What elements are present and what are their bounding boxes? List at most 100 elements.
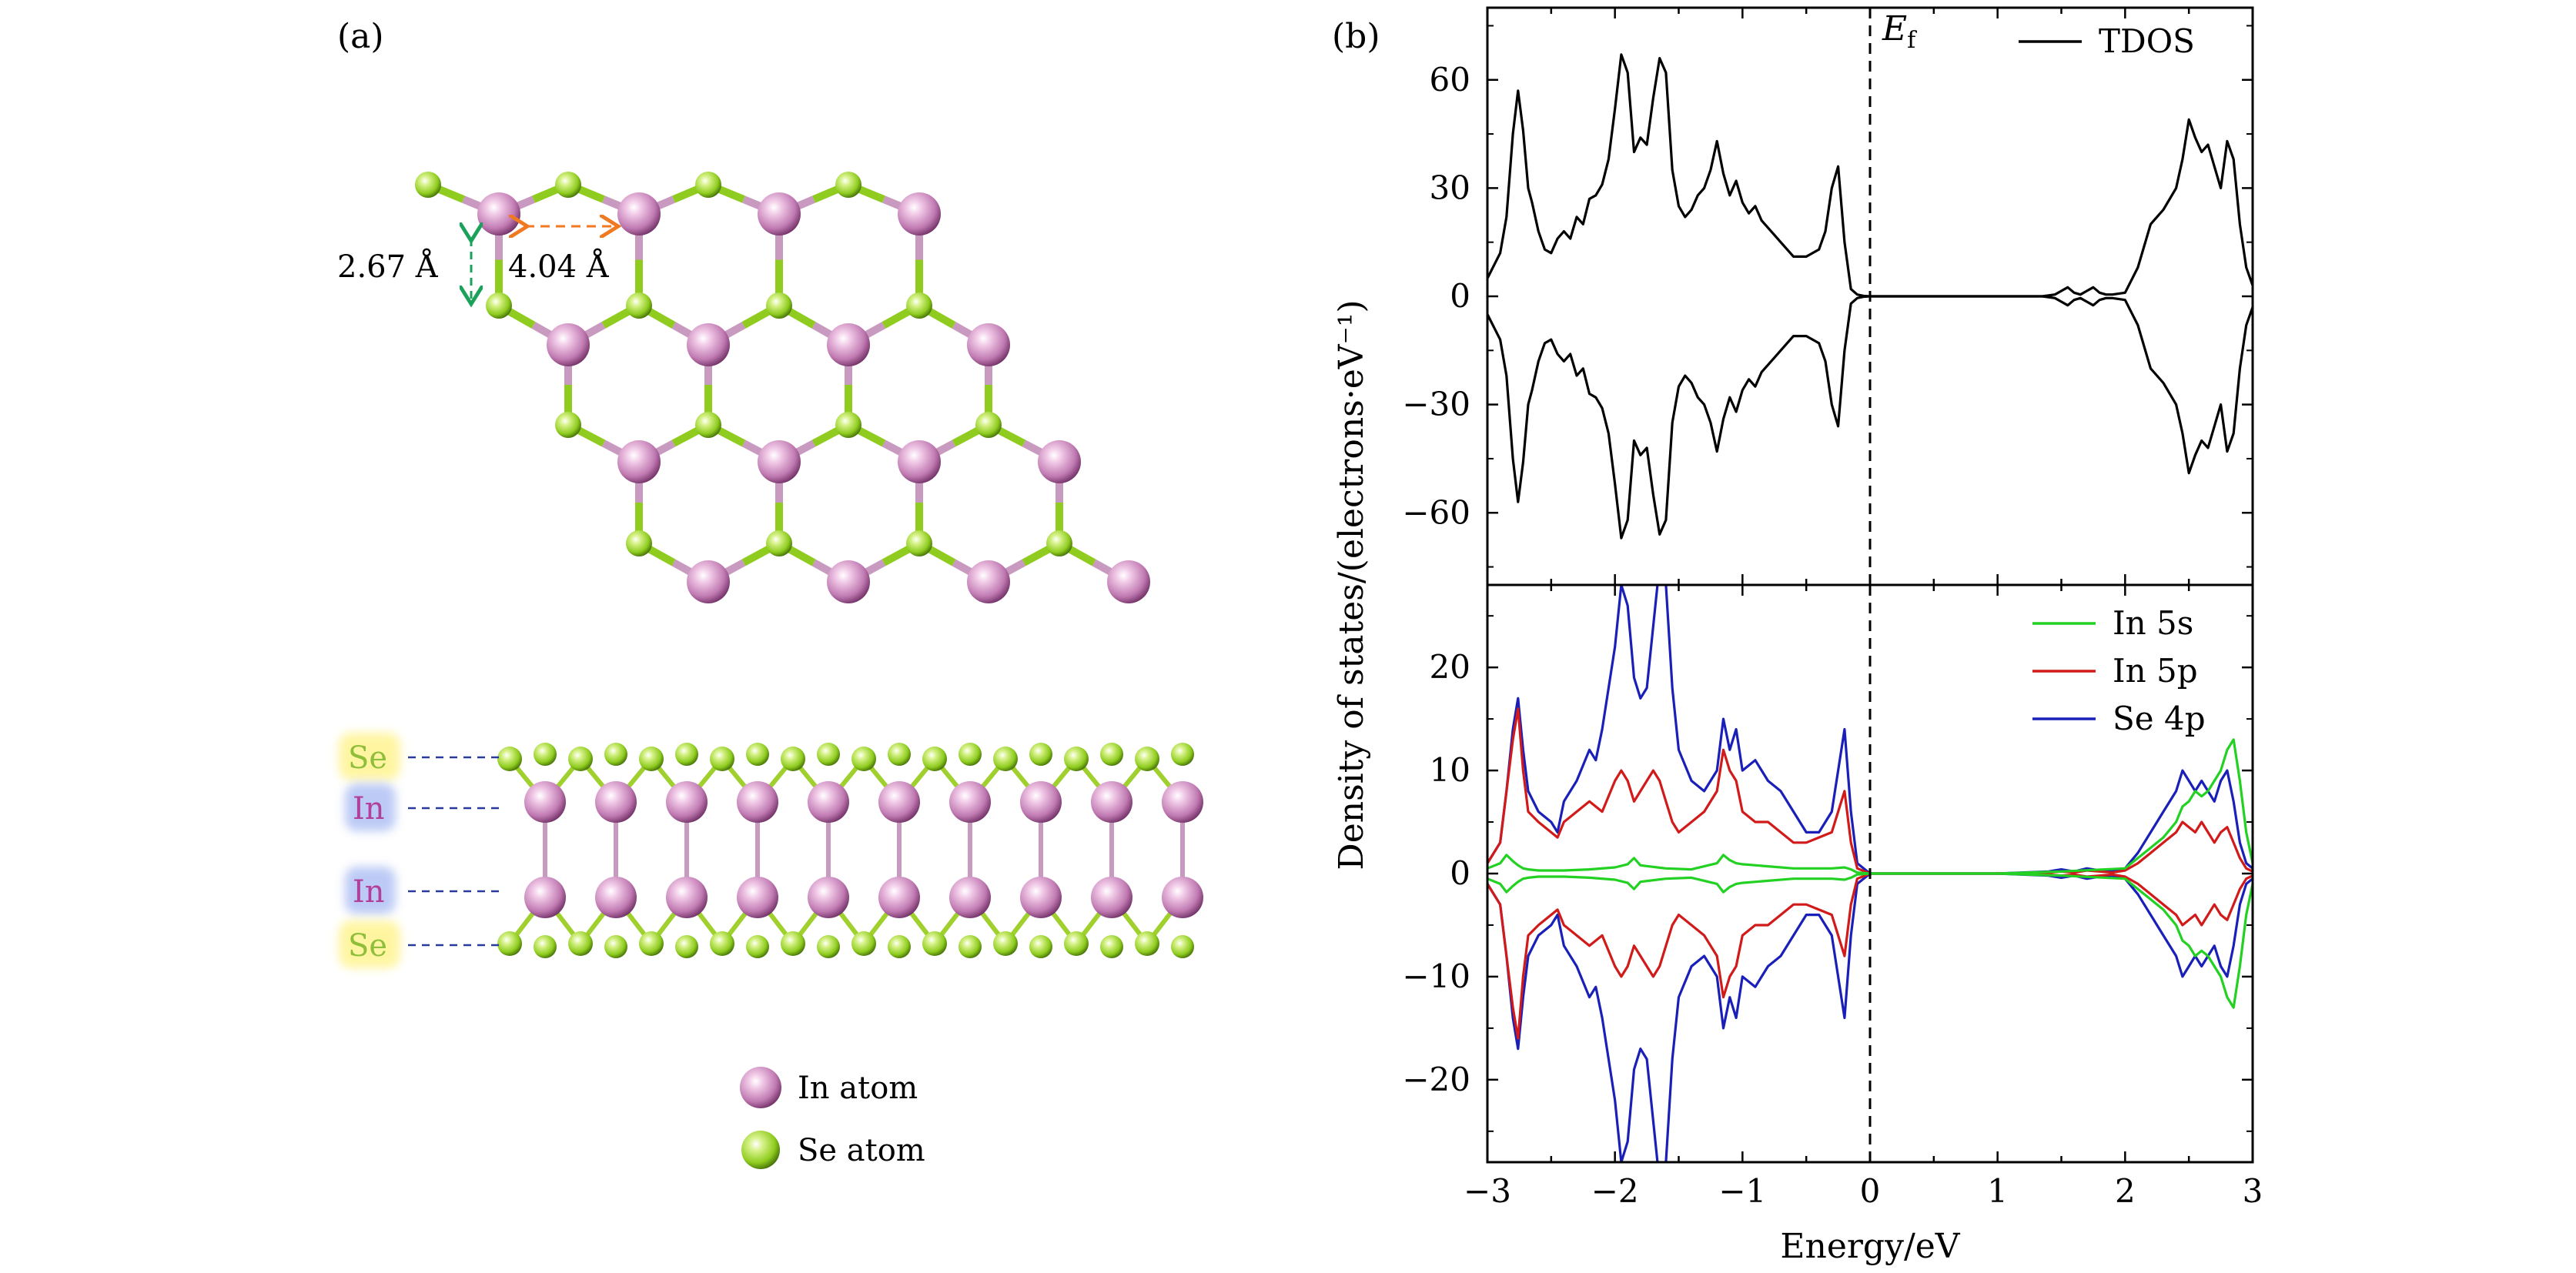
pdos-series bbox=[1487, 585, 2253, 1162]
in-atom bbox=[1162, 781, 1203, 823]
se-atom bbox=[1171, 743, 1194, 766]
se-atom bbox=[1135, 931, 1159, 956]
se-atom bbox=[695, 412, 721, 438]
se-atom bbox=[568, 931, 593, 956]
in-atom bbox=[898, 192, 941, 236]
se-atom bbox=[817, 743, 840, 766]
se-atom bbox=[497, 747, 522, 771]
y-tick-label: −20 bbox=[1402, 1061, 1470, 1098]
se-atom bbox=[568, 747, 593, 771]
in-atom bbox=[1107, 560, 1150, 603]
se-atom bbox=[906, 292, 932, 319]
se-atom bbox=[1100, 743, 1123, 766]
in-atom bbox=[1038, 440, 1081, 483]
se-atom bbox=[922, 931, 947, 956]
se-atom bbox=[1171, 935, 1194, 958]
tdos-series bbox=[1487, 53, 2253, 540]
se-atom bbox=[1064, 931, 1089, 956]
top-view-atoms bbox=[415, 172, 1150, 603]
in-atom bbox=[1020, 877, 1062, 918]
in-atom bbox=[808, 877, 849, 918]
in-atom bbox=[666, 877, 708, 918]
layer-label-bg bbox=[339, 733, 400, 780]
se-atom bbox=[415, 172, 441, 198]
se-atom bbox=[695, 172, 721, 198]
x-tick-label: −2 bbox=[1591, 1172, 1639, 1210]
se-atom bbox=[958, 743, 982, 766]
se-atom bbox=[975, 412, 1002, 438]
y-axis-label: Density of states/(electrons·eV⁻¹) bbox=[1332, 299, 1371, 870]
in-atom bbox=[827, 560, 870, 603]
crystal-structure: 2.67 Å 4.04 Å Se In In Se In atom Se atom bbox=[337, 172, 1203, 1169]
se-atom bbox=[766, 530, 792, 556]
legend-label-tdos: TDOS bbox=[2099, 22, 2195, 60]
series-in-5s-down bbox=[1487, 872, 2253, 1009]
y-tick-label: 0 bbox=[1450, 277, 1470, 315]
layer-label-se: Se bbox=[348, 928, 387, 964]
x-tick-label: −3 bbox=[1464, 1172, 1511, 1210]
y-tick-label: 0 bbox=[1450, 854, 1470, 892]
se-atom bbox=[555, 172, 581, 198]
se-atom bbox=[906, 530, 932, 556]
se-atom bbox=[781, 931, 805, 956]
se-atom bbox=[639, 931, 664, 956]
legend-label-in-5s: In 5s bbox=[2113, 604, 2193, 642]
in-atom bbox=[949, 781, 991, 823]
se-atom bbox=[710, 747, 734, 771]
se-atom bbox=[497, 931, 522, 956]
legend-label-se-4p: Se 4p bbox=[2113, 700, 2206, 737]
layer-label-in: In bbox=[353, 791, 385, 827]
series-in-5p-down bbox=[1487, 872, 2253, 1040]
series-se-4p-up bbox=[1487, 585, 2253, 875]
se-atom bbox=[835, 172, 861, 198]
se-atom bbox=[604, 935, 627, 958]
series-in-5s-up bbox=[1487, 738, 2253, 875]
in-atom bbox=[758, 192, 801, 236]
y-tick-label: 60 bbox=[1430, 61, 1470, 99]
se-atom bbox=[1029, 935, 1052, 958]
se-atom bbox=[604, 743, 627, 766]
x-tick-label: 2 bbox=[2115, 1172, 2136, 1210]
top-view-bonds bbox=[427, 181, 1131, 586]
se-atom bbox=[766, 292, 792, 319]
se-atom bbox=[888, 743, 911, 766]
in-atom bbox=[1091, 781, 1132, 823]
y-tick-label: 10 bbox=[1430, 751, 1470, 789]
atom-legend: In atom Se atom bbox=[740, 1067, 925, 1169]
y-tick-label: 20 bbox=[1430, 648, 1470, 686]
in-atom bbox=[758, 440, 801, 483]
in-atom bbox=[878, 877, 920, 918]
se-atom bbox=[1064, 747, 1089, 771]
series-tdos-up bbox=[1487, 53, 2253, 298]
x-tick-label: 0 bbox=[1860, 1172, 1881, 1210]
se-atom bbox=[626, 292, 652, 319]
legend-in-atom-swatch bbox=[740, 1067, 781, 1108]
fermi-label: Ef bbox=[1882, 9, 1917, 54]
layer-label-bg bbox=[345, 784, 396, 831]
x-tick-label: 3 bbox=[2243, 1172, 2263, 1210]
in-atom bbox=[524, 877, 566, 918]
dim-horizontal-label: 4.04 Å bbox=[508, 249, 610, 285]
in-atom bbox=[878, 781, 920, 823]
se-atom bbox=[746, 935, 769, 958]
in-atom bbox=[967, 560, 1010, 603]
side-view-atoms bbox=[497, 743, 1203, 958]
se-atom bbox=[486, 292, 512, 319]
se-atom bbox=[851, 931, 876, 956]
in-atom bbox=[1020, 781, 1062, 823]
in-atom bbox=[687, 323, 730, 366]
x-tick-label: 1 bbox=[1987, 1172, 2008, 1210]
dim-vertical-label: 2.67 Å bbox=[337, 249, 439, 285]
series-in-5p-up bbox=[1487, 707, 2253, 875]
se-atom bbox=[817, 935, 840, 958]
in-atom bbox=[737, 781, 778, 823]
in-atom bbox=[617, 192, 661, 236]
se-atom bbox=[710, 931, 734, 956]
y-tick-label: 30 bbox=[1430, 169, 1470, 206]
se-atom bbox=[958, 935, 982, 958]
in-atom bbox=[617, 440, 661, 483]
in-atom bbox=[808, 781, 849, 823]
se-atom bbox=[1100, 935, 1123, 958]
